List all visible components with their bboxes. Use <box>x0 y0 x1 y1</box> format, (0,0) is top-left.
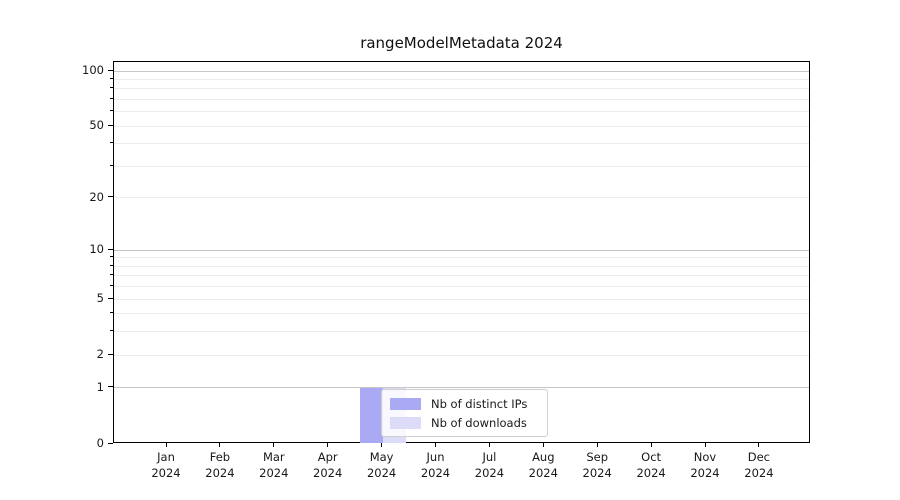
y-gridline-minor <box>114 286 809 288</box>
y-minor-tick-mark <box>110 110 113 112</box>
x-tick-year: 2024 <box>366 465 397 480</box>
x-tick-label: May 2024 <box>352 450 412 481</box>
bar-distinct-ips <box>359 387 383 443</box>
y-tick-label: 100 <box>82 63 104 77</box>
legend-entry-downloads: Nb of downloads <box>390 414 539 431</box>
legend-entry-distinct-ips: Nb of distinct IPs <box>390 395 539 412</box>
y-gridline-minor <box>114 111 809 113</box>
y-tick-mark <box>108 353 113 355</box>
y-minor-tick-mark <box>110 312 113 314</box>
x-tick-year: 2024 <box>420 465 451 480</box>
x-tick-label: Mar 2024 <box>244 450 304 481</box>
y-minor-tick-mark <box>110 77 113 79</box>
x-tick-mark <box>488 443 490 447</box>
y-gridline-minor <box>114 298 809 300</box>
x-tick-mark <box>435 443 436 447</box>
x-tick-label: Jan 2024 <box>136 450 196 481</box>
x-tick-year: 2024 <box>151 465 181 480</box>
y-minor-tick-mark <box>110 164 113 166</box>
y-tick-mark <box>108 297 113 299</box>
y-tick-label: 1 <box>96 379 104 394</box>
y-minor-tick-mark <box>110 97 113 99</box>
x-tick-year: 2024 <box>528 465 558 480</box>
y-tick-mark <box>108 196 113 198</box>
y-minor-tick-mark <box>110 264 113 266</box>
x-tick-label: Aug 2024 <box>513 450 573 481</box>
y-minor-tick-mark <box>110 256 113 258</box>
y-gridline-minor <box>114 88 809 90</box>
y-gridline-minor <box>114 143 809 145</box>
x-tick-label: Jul 2024 <box>459 450 519 481</box>
x-tick-label: Oct 2024 <box>621 450 681 481</box>
y-gridline-minor <box>114 165 809 167</box>
chart-title: rangeModelMetadata 2024 <box>360 34 563 52</box>
x-tick-label: Nov 2024 <box>675 450 735 481</box>
y-tick-mark <box>108 248 113 250</box>
y-gridline-major <box>114 70 809 72</box>
y-tick-label: 5 <box>96 291 104 306</box>
y-tick-mark <box>108 124 113 126</box>
legend-label-distinct-ips: Nb of distinct IPs <box>431 396 528 411</box>
y-minor-tick-mark <box>110 330 113 332</box>
y-gridline-minor <box>114 257 809 259</box>
y-gridline-minor <box>114 313 809 315</box>
x-tick-mark <box>165 443 167 447</box>
x-tick-mark <box>758 443 760 447</box>
x-tick-label: Dec 2024 <box>729 450 789 481</box>
y-gridline-major <box>114 387 809 389</box>
y-gridline-minor <box>114 78 809 80</box>
y-tick-label: 20 <box>89 189 104 204</box>
x-tick-mark <box>219 443 221 447</box>
y-minor-tick-mark <box>110 274 113 276</box>
legend-swatch-distinct-ips <box>390 397 421 410</box>
x-tick-year: 2024 <box>474 465 505 480</box>
x-tick-mark <box>596 443 598 447</box>
y-gridline-minor <box>114 98 809 100</box>
y-minor-tick-mark <box>110 142 113 144</box>
x-tick-mark <box>542 443 544 447</box>
x-tick-label: Apr 2024 <box>298 450 358 481</box>
x-tick-mark <box>381 443 383 447</box>
y-minor-tick-mark <box>110 285 113 287</box>
x-tick-mark <box>327 443 329 447</box>
x-tick-year: 2024 <box>259 465 289 480</box>
y-gridline-minor <box>114 197 809 199</box>
y-gridline-minor <box>114 331 809 333</box>
y-tick-mark <box>108 386 113 388</box>
y-gridline-minor <box>114 125 809 127</box>
y-gridline-minor <box>114 265 809 267</box>
y-gridline-minor <box>114 354 809 356</box>
y-minor-tick-mark <box>110 87 113 89</box>
x-tick-year: 2024 <box>313 465 343 480</box>
x-tick-year: 2024 <box>690 465 720 480</box>
x-tick-year: 2024 <box>582 465 612 480</box>
y-tick-mark <box>108 442 113 444</box>
x-tick-year: 2024 <box>744 465 774 480</box>
legend-swatch-downloads <box>390 416 421 429</box>
y-gridline-major <box>114 249 809 251</box>
x-tick-label: Feb 2024 <box>190 450 250 481</box>
plot-area <box>113 61 810 443</box>
x-tick-mark <box>273 443 275 447</box>
x-tick-year: 2024 <box>636 465 666 480</box>
legend: Nb of distinct IPs Nb of downloads <box>381 389 548 437</box>
y-tick-label: 10 <box>89 242 104 257</box>
x-tick-label: Sep 2024 <box>567 450 627 481</box>
y-tick-mark <box>108 69 113 71</box>
y-gridline-minor <box>114 275 809 277</box>
legend-label-downloads: Nb of downloads <box>431 415 527 430</box>
y-tick-label: 0 <box>96 436 104 450</box>
x-tick-label: Jun 2024 <box>406 450 466 481</box>
y-tick-label: 2 <box>96 347 104 362</box>
x-tick-mark <box>650 443 652 447</box>
x-tick-mark <box>704 443 706 447</box>
x-tick-year: 2024 <box>205 465 235 480</box>
y-tick-label: 50 <box>89 118 104 133</box>
